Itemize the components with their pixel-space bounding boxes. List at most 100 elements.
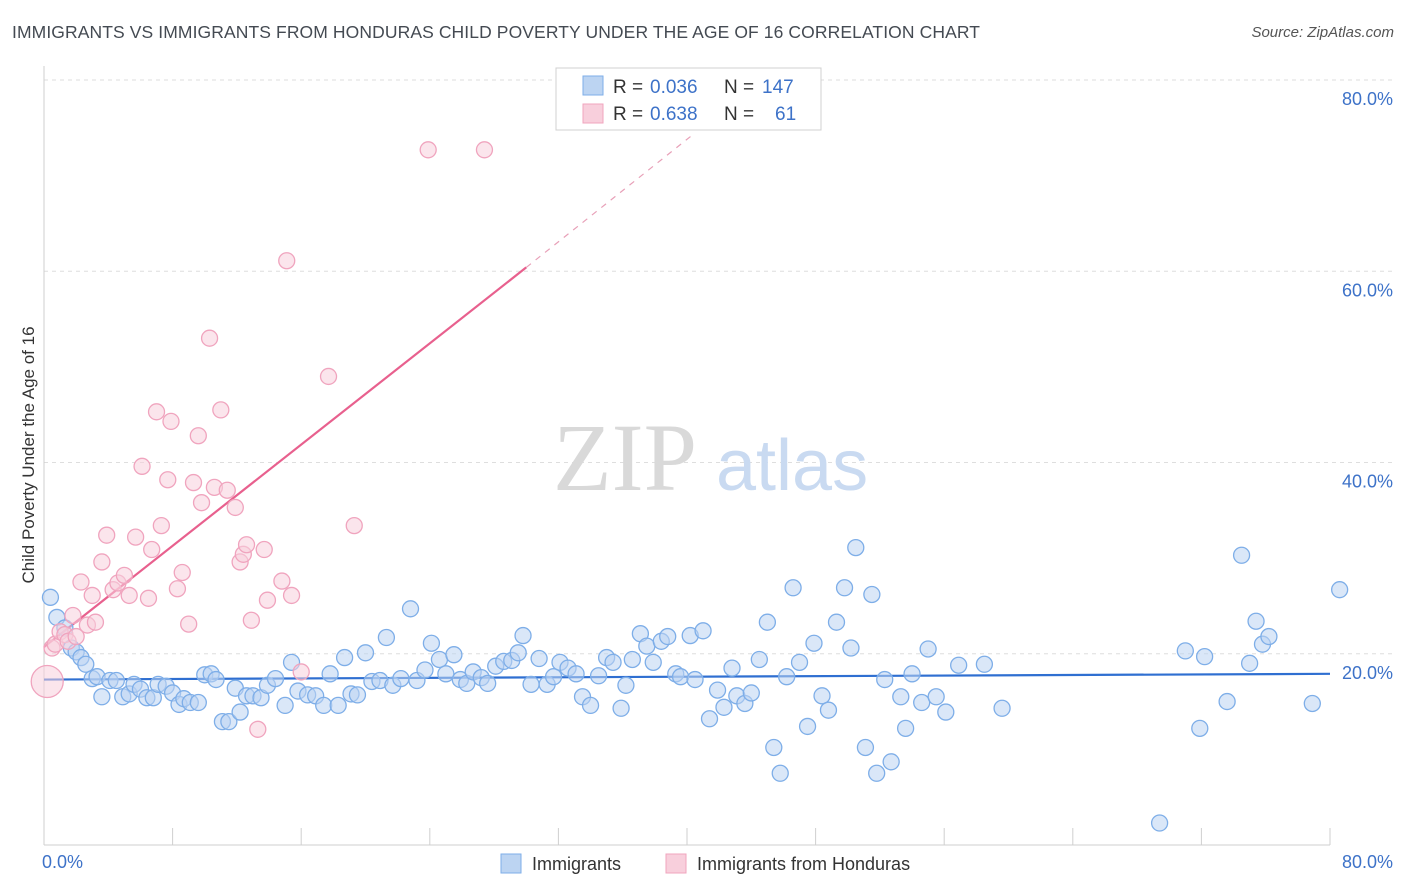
point-1-0: [30, 664, 64, 699]
legend-r-value-1: 0.638: [650, 104, 698, 125]
point-0-51: [377, 628, 396, 647]
y-tick-label-2: 60.0%: [1342, 280, 1393, 300]
point-0-135: [1191, 719, 1209, 737]
point-0-125: [903, 665, 921, 683]
point-1-50: [419, 141, 437, 159]
point-0-139: [1240, 654, 1259, 672]
point-1-10: [83, 586, 101, 605]
point-1-19: [133, 457, 151, 475]
point-0-60: [445, 646, 463, 664]
point-1-7: [67, 627, 85, 646]
point-0-98: [715, 698, 733, 716]
x-tick-label-0: 0.0%: [42, 852, 83, 872]
point-1-36: [226, 498, 244, 517]
legend-n-label-1: N =: [724, 104, 754, 125]
y-tick-label-0: 20.0%: [1342, 663, 1393, 683]
point-1-46: [282, 586, 301, 605]
series-legend-label-immigrants: Immigrants: [532, 854, 621, 874]
point-0-24: [189, 693, 207, 712]
point-0-29: [220, 712, 238, 731]
point-0-65: [479, 674, 497, 693]
point-0-120: [868, 764, 886, 782]
x-tick-labels: 0.0% 80.0%: [42, 852, 1393, 872]
point-0-42: [315, 696, 333, 715]
point-1-25: [162, 412, 180, 431]
point-1-21: [143, 540, 161, 559]
point-1-26: [168, 580, 187, 598]
point-1-44: [273, 572, 291, 590]
point-0-119: [863, 585, 881, 604]
point-0-69: [509, 644, 527, 662]
point-1-48: [319, 367, 338, 386]
point-0-83: [612, 699, 630, 717]
data-points: [30, 141, 1349, 832]
point-1-34: [212, 401, 230, 419]
point-0-105: [765, 738, 783, 757]
point-0-113: [819, 701, 838, 719]
point-1-6: [64, 606, 82, 625]
point-0-109: [790, 653, 809, 672]
point-0-123: [892, 688, 910, 706]
point-1-32: [200, 329, 219, 347]
point-0-57: [422, 634, 441, 652]
point-0-116: [842, 639, 860, 657]
point-1-47: [292, 663, 310, 681]
point-0-71: [522, 675, 540, 693]
point-1-24: [159, 471, 177, 489]
legend-swatch-immigrants: [582, 75, 604, 96]
point-0-126: [913, 693, 931, 712]
point-1-22: [147, 403, 166, 421]
point-0-107: [778, 668, 796, 686]
point-1-12: [93, 553, 111, 571]
point-0-117: [847, 538, 865, 557]
point-0-72: [530, 649, 548, 668]
watermark-zip: ZIP: [553, 404, 697, 511]
point-0-112: [813, 687, 831, 705]
point-0-134: [1176, 642, 1194, 660]
point-0-87: [638, 637, 656, 655]
watermark: ZIP atlas: [553, 404, 868, 511]
point-0-143: [1303, 694, 1321, 713]
point-0-92: [671, 668, 690, 686]
point-0-142: [1260, 627, 1278, 646]
point-0-45: [335, 648, 354, 667]
source-label: Source: ZipAtlas.com: [1251, 24, 1394, 41]
point-0-44: [329, 696, 347, 715]
series-legend-label-honduras: Immigrants from Honduras: [697, 854, 910, 874]
point-0-36: [266, 669, 285, 688]
trend-extension-1: [525, 134, 693, 268]
legend-n-label-0: N =: [724, 77, 754, 98]
point-0-27: [207, 670, 225, 689]
y-axis-label: Child Poverty Under the Age of 16: [19, 326, 38, 583]
point-0-53: [392, 669, 410, 688]
point-1-42: [255, 540, 273, 559]
point-0-80: [589, 667, 608, 685]
point-1-11: [86, 613, 105, 631]
point-0-47: [348, 686, 367, 704]
legend-n-value-1: 61: [775, 104, 796, 125]
point-0-79: [581, 696, 600, 715]
point-0-122: [882, 753, 900, 771]
point-0-90: [659, 627, 677, 646]
point-0-6: [77, 655, 95, 673]
point-1-8: [72, 573, 90, 591]
point-1-49: [345, 516, 363, 535]
point-1-35: [218, 481, 236, 499]
point-0-59: [437, 665, 455, 683]
point-0-96: [700, 710, 719, 728]
point-1-28: [180, 615, 198, 633]
series-legend: Immigrants Immigrants from Honduras: [500, 853, 910, 874]
point-0-128: [927, 688, 945, 706]
point-0-85: [623, 650, 641, 669]
point-1-45: [278, 252, 296, 270]
point-0-99: [723, 659, 741, 677]
point-0-0: [41, 588, 60, 606]
point-0-132: [993, 699, 1011, 717]
legend-r-label-1: R =: [613, 104, 643, 125]
point-0-118: [856, 738, 875, 757]
legend-r-label-0: R =: [613, 77, 643, 98]
point-1-29: [184, 473, 203, 492]
point-0-104: [758, 613, 777, 631]
point-0-84: [617, 676, 635, 694]
point-0-94: [686, 670, 704, 689]
